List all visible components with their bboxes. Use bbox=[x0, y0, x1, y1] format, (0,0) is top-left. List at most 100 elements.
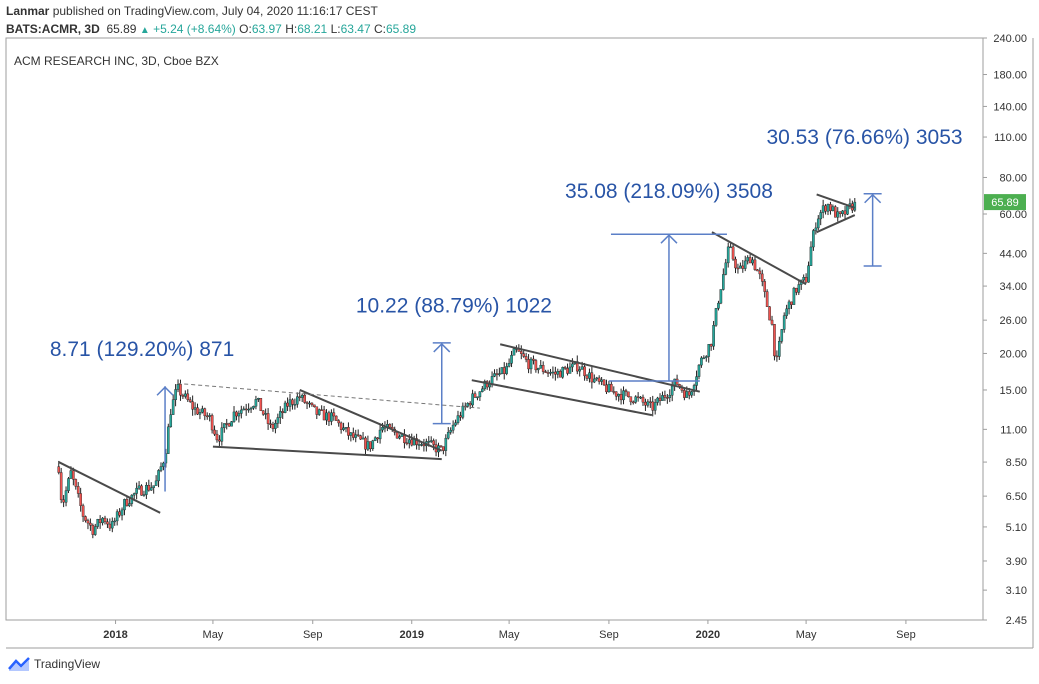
candle-body bbox=[210, 415, 214, 431]
candle-body bbox=[395, 432, 399, 439]
candle-body bbox=[298, 396, 302, 398]
candle-body bbox=[505, 366, 508, 374]
candle-body bbox=[683, 390, 686, 398]
candle-body bbox=[237, 413, 241, 417]
candle-body bbox=[449, 429, 452, 433]
candle-body bbox=[439, 445, 443, 447]
candle-body bbox=[410, 439, 414, 446]
candle-body bbox=[773, 324, 776, 357]
candle-body bbox=[760, 273, 764, 282]
candle-body bbox=[456, 415, 460, 423]
candle-body bbox=[646, 401, 650, 406]
candle-body bbox=[330, 412, 333, 422]
candle-body bbox=[176, 383, 180, 390]
candle-body bbox=[218, 439, 221, 442]
candle-body bbox=[585, 375, 589, 379]
candle-body bbox=[359, 435, 362, 440]
candle-body bbox=[685, 391, 689, 398]
candle-body bbox=[537, 367, 540, 371]
candle-body bbox=[388, 424, 392, 428]
candle-body bbox=[729, 246, 732, 249]
candle-body bbox=[317, 409, 321, 415]
measure-arrow-icon bbox=[864, 193, 882, 204]
candle-body bbox=[349, 432, 353, 436]
candle-body bbox=[174, 389, 177, 401]
candle-body bbox=[636, 396, 640, 398]
candle-body bbox=[57, 466, 61, 473]
candle-body bbox=[493, 373, 496, 377]
candle-body bbox=[371, 440, 375, 450]
candle-body bbox=[724, 262, 728, 275]
candle-body bbox=[534, 360, 538, 371]
candle-body bbox=[743, 260, 747, 269]
candle-body bbox=[519, 351, 523, 354]
candle-body bbox=[834, 206, 837, 218]
candle-body bbox=[334, 415, 338, 421]
candle-body bbox=[476, 396, 479, 399]
candle-body bbox=[240, 409, 243, 414]
candle-body bbox=[208, 415, 211, 417]
candle-body bbox=[709, 344, 713, 347]
candle-body bbox=[252, 405, 255, 409]
candle-body bbox=[266, 413, 270, 424]
candle-body bbox=[230, 421, 233, 427]
candle-body bbox=[612, 391, 616, 393]
candle-body bbox=[162, 462, 165, 467]
x-tick-label: Sep bbox=[599, 629, 619, 641]
candle-body bbox=[524, 356, 528, 360]
candle-body bbox=[782, 315, 786, 330]
candle-body bbox=[629, 396, 633, 403]
candle-body bbox=[551, 371, 555, 374]
y-tick-label: 140.00 bbox=[993, 101, 1027, 113]
candle-body bbox=[291, 399, 294, 405]
candle-body bbox=[541, 365, 545, 372]
candle-body bbox=[184, 393, 187, 397]
candle-body bbox=[98, 519, 102, 524]
candle-body bbox=[378, 429, 382, 440]
candle-body bbox=[278, 411, 282, 418]
candle-body bbox=[67, 478, 70, 491]
candle-body bbox=[247, 408, 250, 411]
candle-body bbox=[288, 399, 292, 407]
candle-body bbox=[792, 287, 796, 305]
candle-body bbox=[658, 397, 662, 401]
candle-body bbox=[568, 366, 572, 374]
dashed-resistance-line bbox=[177, 382, 480, 409]
candle-body bbox=[196, 407, 199, 415]
candle-body bbox=[610, 383, 613, 392]
candle-body bbox=[420, 444, 423, 446]
candle-body bbox=[405, 442, 409, 445]
candle-body bbox=[310, 402, 314, 406]
candle-body bbox=[193, 407, 197, 410]
candle-body bbox=[446, 431, 450, 439]
candle-body bbox=[145, 485, 148, 495]
candle-body bbox=[687, 391, 691, 396]
candle-body bbox=[778, 341, 781, 357]
candle-body bbox=[607, 383, 611, 393]
candle-body bbox=[120, 509, 124, 516]
candle-body bbox=[821, 205, 825, 213]
candle-body bbox=[376, 437, 379, 440]
measure-arrow-icon bbox=[156, 386, 174, 396]
candle-body bbox=[807, 265, 810, 283]
y-tick-label: 44.00 bbox=[999, 248, 1027, 260]
candle-body bbox=[59, 472, 63, 500]
candle-body bbox=[756, 269, 759, 272]
candle-body bbox=[213, 429, 216, 435]
candle-body bbox=[191, 401, 194, 410]
candle-body bbox=[622, 390, 625, 401]
candle-body bbox=[641, 396, 645, 403]
candle-body bbox=[198, 412, 202, 415]
candle-body bbox=[563, 367, 567, 369]
candle-body bbox=[722, 274, 725, 290]
candle-body bbox=[108, 523, 112, 529]
candle-body bbox=[554, 371, 557, 375]
candle-body bbox=[746, 257, 749, 262]
candle-body bbox=[649, 401, 652, 403]
candle-body bbox=[502, 367, 506, 374]
candle-body bbox=[315, 406, 319, 415]
candle-body bbox=[303, 394, 306, 403]
candle-body bbox=[444, 437, 448, 451]
candle-body bbox=[580, 366, 584, 370]
